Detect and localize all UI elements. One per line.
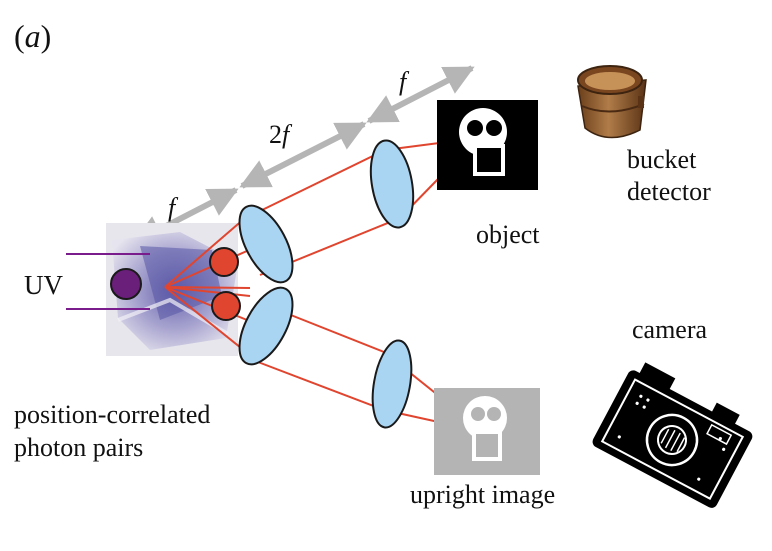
photon-upper: [209, 247, 239, 277]
two-focal-length-label: 2f: [269, 120, 290, 149]
ray: [164, 211, 253, 288]
object-label: object: [476, 220, 540, 249]
camera-label: camera: [632, 315, 708, 344]
lenses: [238, 139, 415, 429]
photon-lower: [211, 291, 241, 321]
object-mask: [437, 100, 538, 190]
bucket-detector-label: bucket detector: [627, 145, 711, 206]
distance-arrow-2f: [239, 121, 367, 189]
focal-length-label: f: [168, 193, 176, 222]
ray: [164, 286, 251, 289]
focal-length-label-2: f: [399, 67, 407, 96]
camera-icon: [592, 362, 753, 508]
ray: [257, 361, 385, 411]
distance-arrows: [132, 65, 475, 245]
upright-image: [434, 388, 540, 475]
bucket-icon: [577, 65, 647, 139]
lens-signal-1: [238, 204, 294, 284]
distance-arrow-f2: [366, 65, 475, 124]
panel-label: (a): [14, 18, 52, 54]
lens-signal-2: [369, 139, 415, 229]
lens-idler-2: [371, 339, 413, 429]
upright-image-label: upright image: [410, 480, 556, 509]
ray: [257, 149, 386, 213]
lens-idler-1: [238, 286, 294, 366]
uv-label: UV: [24, 270, 63, 300]
uv-source: [110, 268, 142, 300]
ray: [164, 286, 251, 297]
photon-pairs-label: position-correlated photon pairs: [14, 400, 211, 462]
